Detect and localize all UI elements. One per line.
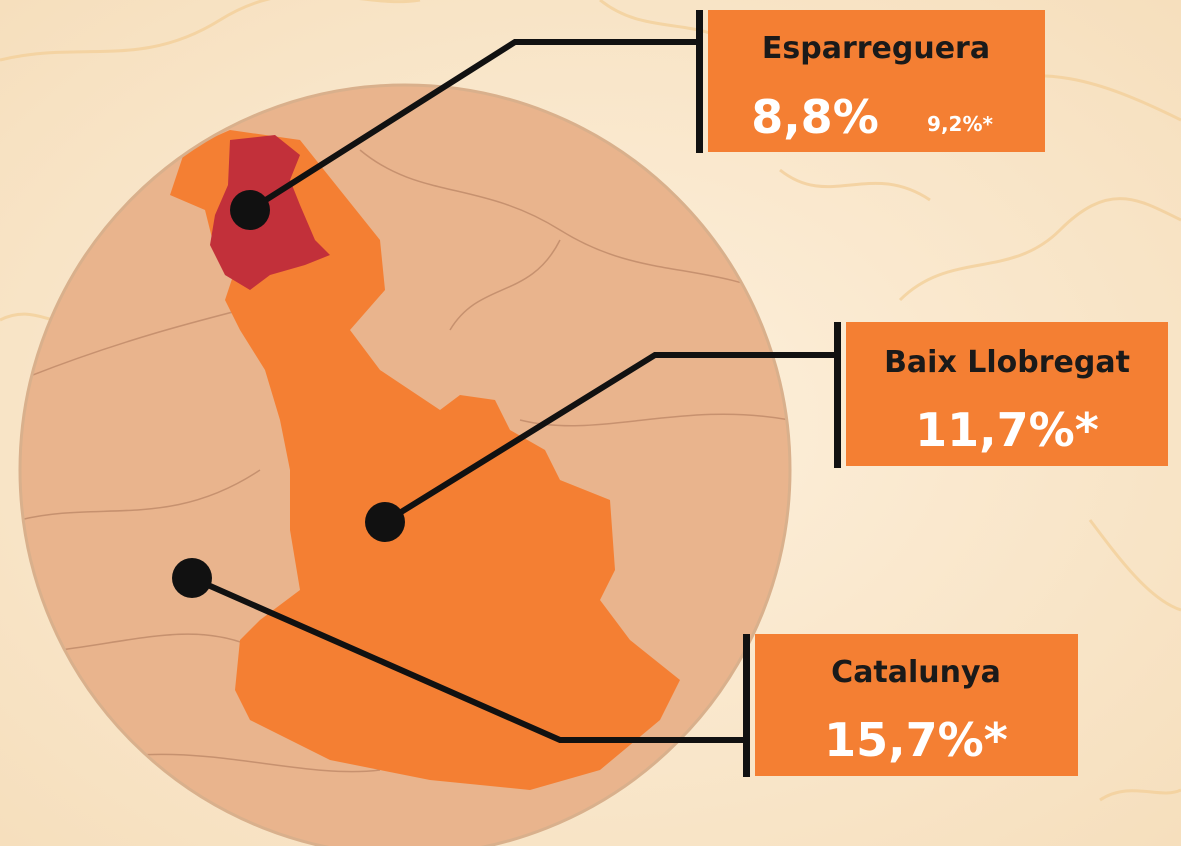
callout-value: 11,7%* xyxy=(915,403,1099,457)
markers xyxy=(172,190,405,598)
callout-catalunya: Catalunya 15,7%* xyxy=(743,634,1078,777)
esparreguera-region xyxy=(210,135,330,290)
circle-border xyxy=(18,83,792,846)
callout-esparreguera: Esparreguera 8,8% 9,2%* xyxy=(696,10,1045,153)
callout-value: 15,7%* xyxy=(824,713,1008,767)
callout-baix-llobregat: Baix Llobregat 11,7%* xyxy=(834,322,1168,468)
leader-lines xyxy=(190,39,836,743)
callout-name: Esparreguera xyxy=(762,31,990,66)
callout-value: 8,8% xyxy=(751,90,879,144)
callout-name: Baix Llobregat xyxy=(884,345,1130,380)
callout-name: Catalunya xyxy=(831,655,1001,690)
callout-secondary: 9,2%* xyxy=(927,112,993,136)
